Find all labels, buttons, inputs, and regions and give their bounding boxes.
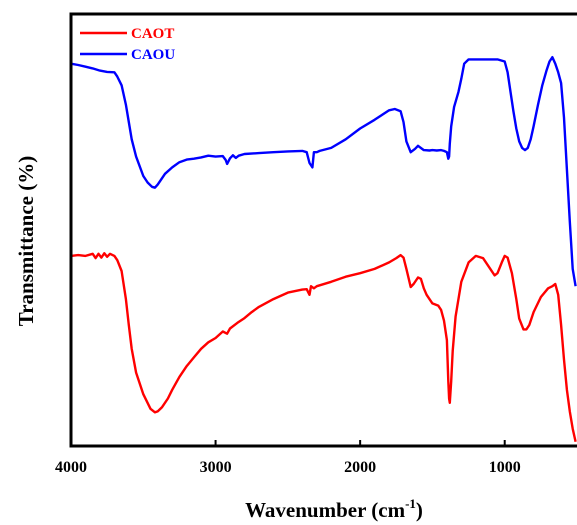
legend-label-caou: CAOU — [131, 47, 175, 63]
x-axis-label-suffix: ) — [416, 498, 423, 522]
legend-label-caot: CAOT — [131, 26, 174, 42]
x-axis-ticks: 4000 3000 2000 1000 — [55, 440, 521, 476]
legend: CAOT CAOU — [80, 26, 175, 63]
x-axis-label-main: Wavenumber (cm — [245, 498, 406, 522]
x-tick-label: 4000 — [55, 459, 87, 476]
x-tick-label: 2000 — [344, 459, 376, 476]
plot-frame — [69, 12, 577, 448]
x-tick-label: 3000 — [200, 459, 232, 476]
series-line-caou — [70, 56, 577, 287]
x-axis-label-superscript: -1 — [405, 496, 416, 511]
series-line-caot — [70, 252, 577, 442]
plot-lines — [70, 56, 577, 442]
x-tick-label: 1000 — [489, 459, 521, 476]
y-axis-label: Transmittance (%) — [14, 156, 38, 327]
x-axis-label: Wavenumber (cm-1) — [245, 496, 423, 522]
